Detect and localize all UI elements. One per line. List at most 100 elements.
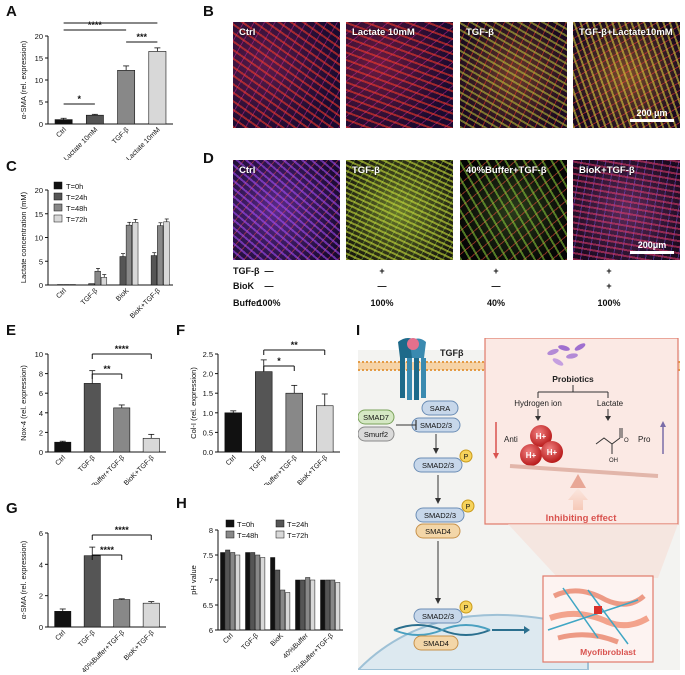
conditions-table: TGF-β — + + + BioK — — — + Buffer 100% 1… bbox=[233, 266, 673, 316]
significance-label: **** bbox=[115, 344, 130, 354]
micrograph-label: TGF-β bbox=[352, 165, 380, 176]
bar bbox=[285, 392, 303, 453]
bar bbox=[285, 592, 291, 631]
legend-swatch bbox=[53, 203, 63, 212]
condition-cell: + bbox=[606, 266, 612, 276]
micrograph: 40%Buffer+TGF-β bbox=[460, 160, 567, 260]
micrograph: Ctrl bbox=[233, 160, 340, 260]
bar bbox=[83, 555, 101, 628]
legend-swatch bbox=[53, 192, 63, 201]
panel-label-h: H bbox=[176, 495, 187, 512]
y-tick-label: 2 bbox=[39, 428, 43, 437]
y-axis-label: Nox-4 (rel. expression) bbox=[19, 365, 28, 441]
ominus-label: O bbox=[624, 438, 629, 444]
legend-label: T=24h bbox=[287, 520, 308, 529]
micrograph-label: Lactate 10mM bbox=[352, 27, 415, 38]
inhibit-arrow bbox=[568, 488, 588, 510]
significance-label: **** bbox=[100, 545, 115, 555]
hplus-text: H+ bbox=[547, 448, 558, 457]
bar bbox=[150, 255, 158, 286]
seesaw-bar bbox=[509, 464, 659, 478]
pro-label: Pro bbox=[638, 435, 651, 444]
legend-label: T=0h bbox=[237, 520, 254, 529]
bar bbox=[330, 579, 336, 631]
micrograph: TGF-β bbox=[460, 22, 567, 128]
x-tick-label: Ctrl bbox=[225, 454, 238, 467]
legend-label: T=24h bbox=[66, 193, 87, 202]
tgfb-receptor bbox=[398, 338, 426, 400]
panel-label-e: E bbox=[6, 322, 17, 339]
y-tick-label: 7.5 bbox=[203, 551, 213, 560]
x-tick-label: TGF-β bbox=[80, 287, 99, 306]
smad23-receptor-label: SMAD2/3 bbox=[420, 421, 452, 430]
micrograph: TGF-β+Lactate10mM 200 μm bbox=[573, 22, 680, 128]
y-tick-label: 0 bbox=[39, 281, 43, 290]
y-tick-label: 6.5 bbox=[203, 601, 213, 610]
x-tick-label: TGF-β bbox=[249, 454, 268, 473]
smad23-complex-label: SMAD2/3 bbox=[424, 511, 456, 520]
condition-cell: — bbox=[264, 266, 274, 276]
panel-label-d: D bbox=[203, 150, 214, 167]
x-tick-label: BioK+TGF-β bbox=[296, 454, 329, 485]
bar bbox=[325, 579, 331, 631]
hplus-ball bbox=[541, 441, 563, 463]
legend-swatch bbox=[225, 530, 235, 539]
condition-label: BioK bbox=[233, 281, 254, 291]
y-tick-label: 0 bbox=[39, 448, 43, 457]
bar bbox=[305, 577, 311, 631]
x-tick-label: BioK bbox=[270, 632, 286, 648]
sara-box bbox=[421, 400, 459, 416]
lactate-structure bbox=[595, 428, 623, 454]
micrograph-label: TGF-β bbox=[466, 27, 494, 38]
significance-label: **** bbox=[88, 20, 103, 30]
condition-cell: 40% bbox=[486, 298, 505, 308]
scale-bar: 200μm bbox=[630, 240, 674, 254]
hydrogen-label: Hydrogen ion bbox=[514, 399, 562, 408]
condition-cell: 100% bbox=[597, 298, 621, 308]
significance-label: ** bbox=[291, 340, 299, 350]
x-tick-label: 40%Buffer+TGF-β bbox=[290, 632, 335, 672]
bar bbox=[310, 579, 316, 631]
bar bbox=[250, 552, 256, 631]
y-tick-label: 20 bbox=[35, 32, 43, 41]
x-tick-label: Ctrl bbox=[55, 126, 68, 139]
significance-label: ** bbox=[103, 364, 111, 374]
tgfb-label: TGFβ bbox=[440, 348, 464, 358]
y-tick-label: 8 bbox=[39, 370, 43, 379]
x-tick-label: Ctrl bbox=[55, 629, 68, 642]
x-tick-label: TGF-β bbox=[77, 454, 96, 473]
bar bbox=[119, 256, 126, 286]
x-tick-label: BioK+TGF-β bbox=[123, 454, 156, 485]
scale-bar-line bbox=[630, 119, 674, 122]
bar bbox=[300, 579, 306, 631]
smad7-label: SMAD7 bbox=[363, 413, 389, 422]
y-tick-label: 1.0 bbox=[203, 409, 213, 418]
y-tick-label: 15 bbox=[35, 54, 43, 63]
myofibroblast-label: Myofibroblast bbox=[580, 647, 636, 657]
probiotics-label: Probiotics bbox=[552, 374, 594, 384]
significance-label: **** bbox=[115, 525, 130, 535]
focus-funnel bbox=[508, 524, 678, 578]
oh-label: OH bbox=[609, 458, 618, 464]
legend-swatch bbox=[225, 519, 235, 528]
condition-cell: 100% bbox=[257, 298, 281, 308]
bar bbox=[54, 441, 72, 453]
micrograph-label: BioK+TGF-β bbox=[579, 165, 635, 176]
smad23-nucleus-label: SMAD2/3 bbox=[422, 612, 454, 621]
bar bbox=[270, 557, 276, 631]
bar bbox=[113, 599, 131, 628]
significance-label: **** bbox=[103, 20, 118, 23]
bar bbox=[320, 579, 326, 631]
phospho-circle bbox=[459, 449, 473, 463]
x-tick-label: BioK+TGF-β bbox=[123, 629, 156, 662]
bar bbox=[260, 557, 266, 631]
bar bbox=[230, 552, 236, 631]
bar bbox=[280, 589, 286, 631]
phospho-label: P bbox=[466, 504, 471, 511]
x-tick-label: TGF-β bbox=[241, 632, 260, 651]
panel-label-f: F bbox=[176, 322, 186, 339]
condition-label: Buffer bbox=[233, 298, 260, 308]
schematic-i: TGFβ SARA SMAD2/3 SMAD7 Smurf2 SMAD2/3 P… bbox=[358, 338, 680, 670]
